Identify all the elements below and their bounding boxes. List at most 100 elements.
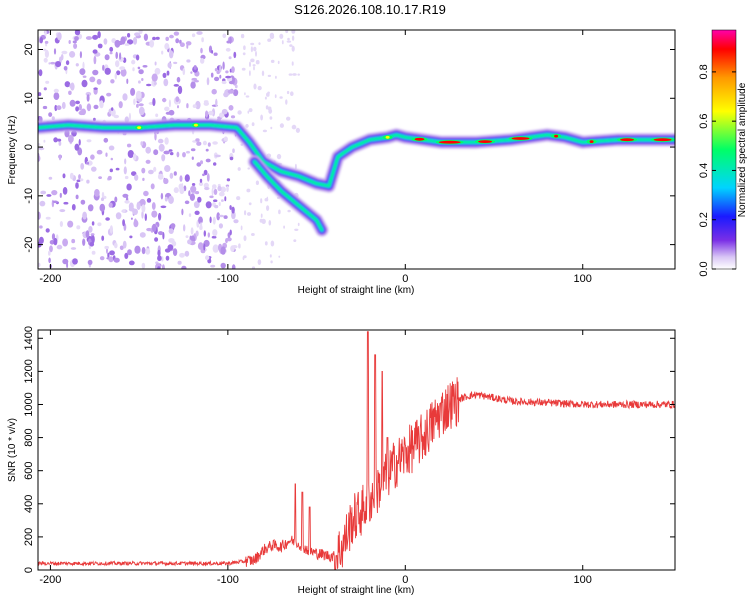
noise-dot [94,189,100,197]
noise-dot [155,113,159,118]
noise-dot [43,139,46,143]
noise-dot [149,39,155,48]
noise-dot [116,70,121,76]
noise-dot [82,61,85,70]
noise-dot [105,152,108,157]
snr-x-label: Height of straight line (km) [298,585,415,596]
noise-dot [105,217,110,221]
colorbar-tick-label: 0.0 [698,261,710,276]
noise-dot [38,69,43,77]
noise-dot [277,60,280,65]
noise-dot [72,40,77,44]
noise-dot [175,38,180,44]
ridge-layer [38,124,675,188]
noise-dot [124,175,129,180]
noise-dot [129,235,133,239]
noise-dot [75,182,79,189]
noise-dot [141,204,146,213]
noise-dot [220,246,226,255]
noise-dot [260,198,263,204]
noise-dot [223,215,228,220]
noise-dot [85,230,90,239]
noise-dot [141,262,146,269]
noise-dot [86,94,90,102]
noise-dot [64,81,71,88]
noise-dot [229,229,232,236]
hotspot [193,123,198,127]
noise-dot [107,175,112,181]
noise-dot [247,212,251,216]
noise-dot [245,124,249,128]
noise-dot [43,57,48,63]
noise-dot [228,105,234,111]
noise-dot [266,92,270,97]
spectrogram-y-ticks: -20 -10 0 10 20 [23,43,675,253]
spectrogram-x-label: Height of straight line (km) [298,285,415,296]
noise-dot [291,35,295,41]
noise-dot [93,87,98,90]
noise-dot [190,71,193,74]
noise-dot [261,218,266,224]
noise-dot [141,210,144,219]
noise-dot [132,37,138,45]
noise-dot [210,72,214,78]
noise-dot [55,61,62,68]
noise-dot [190,81,196,89]
noise-dot [269,32,275,38]
noise-dot [212,244,219,253]
noise-dot [122,93,128,101]
noise-dot [62,173,66,179]
noise-dot [82,75,87,78]
noise-dot [134,218,137,225]
noise-dot [217,185,222,192]
noise-dot [142,65,148,68]
noise-dot [160,192,164,200]
noise-dot [193,201,200,209]
noise-dot [211,187,214,196]
spectrogram-noise [38,30,301,269]
noise-dot [99,256,105,261]
noise-dot [190,185,197,193]
noise-dot [107,252,110,258]
noise-dot [101,235,105,241]
colorbar-tick-label: 0.6 [698,114,710,129]
noise-dot [231,264,236,269]
noise-dot [126,143,132,148]
noise-dot [209,195,214,199]
noise-dot [224,196,227,202]
noise-dot [127,33,131,38]
noise-dot [151,210,158,218]
noise-dot [114,196,118,203]
y-tick-label: 600 [23,462,35,480]
noise-dot [212,216,216,225]
noise-dot [163,78,169,87]
noise-dot [161,50,164,55]
noise-dot [261,70,265,77]
noise-dot [122,219,125,227]
y-tick-label: 200 [23,528,35,546]
noise-dot [215,98,218,107]
noise-dot [97,222,102,227]
y-tick-label: -20 [23,237,35,253]
noise-dot [270,240,275,247]
noise-dot [214,204,219,209]
noise-dot [108,145,115,151]
noise-dot [231,211,236,220]
noise-dot [115,167,120,171]
noise-dot [39,225,43,229]
noise-dot [45,80,50,84]
noise-dot [139,232,146,238]
hotspot [137,126,142,129]
noise-dot [229,156,234,161]
noise-dot [115,51,118,60]
x-tick-label: 0 [402,273,408,285]
noise-dot [132,153,137,161]
noise-dot [247,110,250,114]
noise-dot [191,183,196,186]
noise-dot [205,148,209,152]
hotspot [414,137,425,141]
y-tick-label: 20 [23,43,35,55]
noise-dot [205,110,209,118]
noise-dot [234,84,238,89]
y-tick-label: 1200 [23,359,35,383]
